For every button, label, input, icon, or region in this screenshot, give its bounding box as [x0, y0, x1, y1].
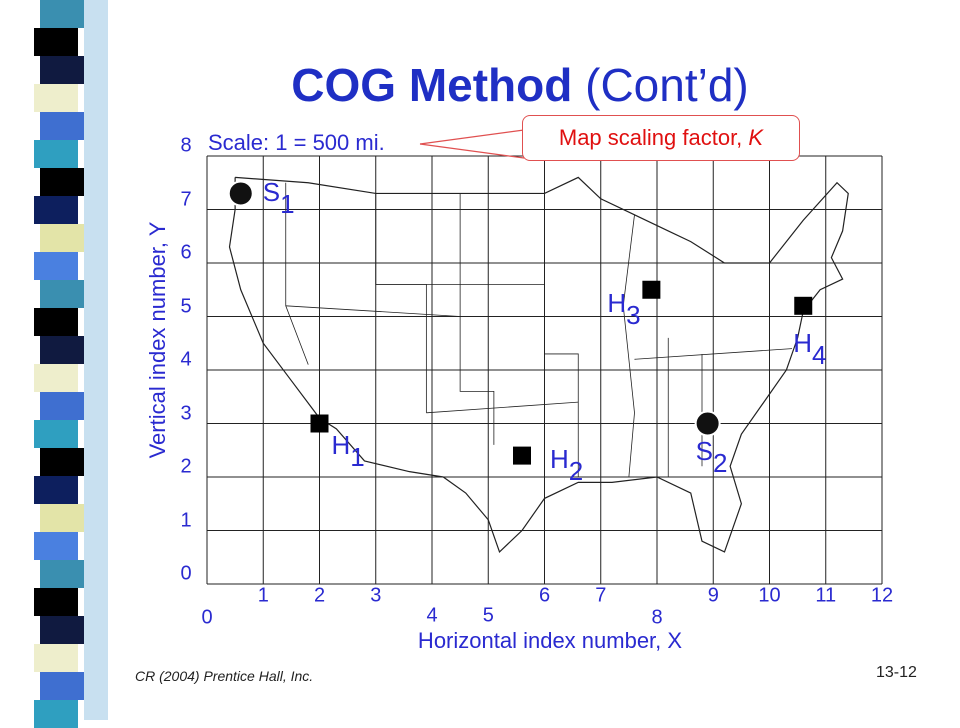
- x-tick-label: 2: [313, 584, 326, 607]
- state-boundary: [285, 305, 461, 317]
- stripe-block: [40, 336, 84, 364]
- y-tick-label: 8: [180, 134, 192, 157]
- stripe-block: [40, 168, 84, 196]
- stripe-block: [40, 280, 84, 308]
- point-label-subscript: 1: [350, 441, 365, 472]
- slide-title: COG Method (Cont’d): [0, 58, 960, 112]
- callout-leader-line: [419, 143, 525, 159]
- x-tick-label: 12: [870, 584, 894, 607]
- y-tick-label: 5: [180, 295, 192, 317]
- x-tick-label: 0: [201, 606, 213, 629]
- point-label-letter: S: [262, 177, 281, 208]
- stripe-block: [34, 84, 78, 112]
- point-label-subscript: 2: [568, 455, 584, 486]
- point-label-subscript: 4: [812, 339, 827, 370]
- stripe-block: [34, 140, 78, 168]
- point-label: S1: [263, 179, 295, 217]
- scaling-factor-callout: Map scaling factor, K: [522, 115, 800, 161]
- slide-number: 13-12: [876, 664, 917, 681]
- callout-italic-k: K: [748, 125, 764, 150]
- point-label: S2: [696, 438, 728, 476]
- point-label-letter: H: [793, 327, 813, 358]
- state-boundary: [544, 193, 579, 477]
- stripe-block: [40, 504, 84, 532]
- x-tick-label: 5: [482, 604, 494, 627]
- x-axis-title: Horizontal index number, X: [417, 628, 683, 653]
- stripe-block: [34, 252, 78, 280]
- x-tick-label: 10: [758, 584, 781, 607]
- state-boundary: [459, 193, 495, 445]
- y-axis-title: Vertical index number, Y: [145, 221, 170, 459]
- y-tick-label: 0: [180, 562, 192, 585]
- decorative-stripe-bar: [0, 0, 108, 728]
- plant-circle-marker: [694, 410, 721, 437]
- stripe-block: [34, 532, 78, 560]
- stripe-edge: [84, 0, 108, 720]
- stripe-block: [40, 0, 84, 28]
- y-tick-label: 4: [180, 348, 192, 371]
- x-tick-label: 1: [257, 584, 269, 607]
- title-bold-text: COG Method: [291, 59, 573, 111]
- stripe-block: [34, 644, 78, 672]
- scale-label: Scale: 1 = 500 mi.: [208, 130, 385, 155]
- warehouse-square-marker: [513, 446, 531, 465]
- point-label: H2: [550, 446, 583, 484]
- point-label-letter: H: [550, 443, 569, 474]
- point-label-subscript: 1: [280, 189, 295, 220]
- point-label-letter: H: [331, 429, 351, 460]
- point-label: H1: [332, 432, 365, 470]
- title-rest-text: (Cont’d): [572, 59, 749, 111]
- y-tick-label: 3: [180, 402, 192, 424]
- stripe-block: [40, 672, 84, 700]
- x-tick-label: 6: [538, 584, 551, 607]
- stripe-block: [34, 308, 78, 336]
- callout-leader-line: [419, 129, 525, 145]
- state-boundary: [622, 214, 635, 478]
- x-tick-label: 11: [815, 584, 837, 607]
- warehouse-square-marker: [642, 280, 661, 299]
- y-tick-label: 6: [180, 241, 192, 264]
- stripe-block: [34, 420, 78, 448]
- point-label-letter: S: [695, 435, 713, 466]
- warehouse-square-marker: [310, 414, 329, 433]
- stripe-block: [34, 476, 78, 504]
- state-boundary: [375, 193, 427, 413]
- stripe-block: [40, 56, 84, 84]
- x-tick-label: 3: [370, 584, 382, 607]
- point-label: H4: [793, 330, 826, 368]
- point-label: H3: [607, 290, 640, 328]
- stripe-block: [40, 616, 84, 644]
- stripe-block: [34, 364, 78, 392]
- callout-text: Map scaling factor,: [558, 125, 749, 150]
- x-tick-label: 7: [595, 584, 607, 607]
- x-tick-label: 8: [651, 606, 663, 629]
- stripe-block: [40, 560, 84, 588]
- stripe-block: [40, 448, 84, 476]
- stripe-block: [34, 588, 78, 616]
- stripe-block: [34, 196, 78, 224]
- state-boundary: [426, 401, 579, 414]
- point-label-letter: H: [607, 287, 627, 318]
- us-outline: [228, 176, 849, 553]
- stripe-block: [40, 112, 84, 140]
- y-tick-label: 1: [180, 509, 192, 531]
- stripe-block: [40, 224, 84, 252]
- point-label-subscript: 3: [626, 299, 641, 330]
- x-tick-label: 4: [426, 604, 438, 627]
- x-tick-label: 9: [707, 584, 719, 607]
- y-tick-label: 2: [180, 455, 192, 478]
- warehouse-square-marker: [794, 296, 813, 315]
- y-tick-label: 7: [180, 188, 192, 210]
- stripe-block: [34, 28, 78, 56]
- state-boundary: [634, 348, 793, 360]
- plant-circle-marker: [227, 180, 254, 207]
- copyright-credit: CR (2004) Prentice Hall, Inc.: [135, 668, 314, 684]
- stripe-block: [40, 392, 84, 420]
- point-label-subscript: 2: [712, 447, 728, 478]
